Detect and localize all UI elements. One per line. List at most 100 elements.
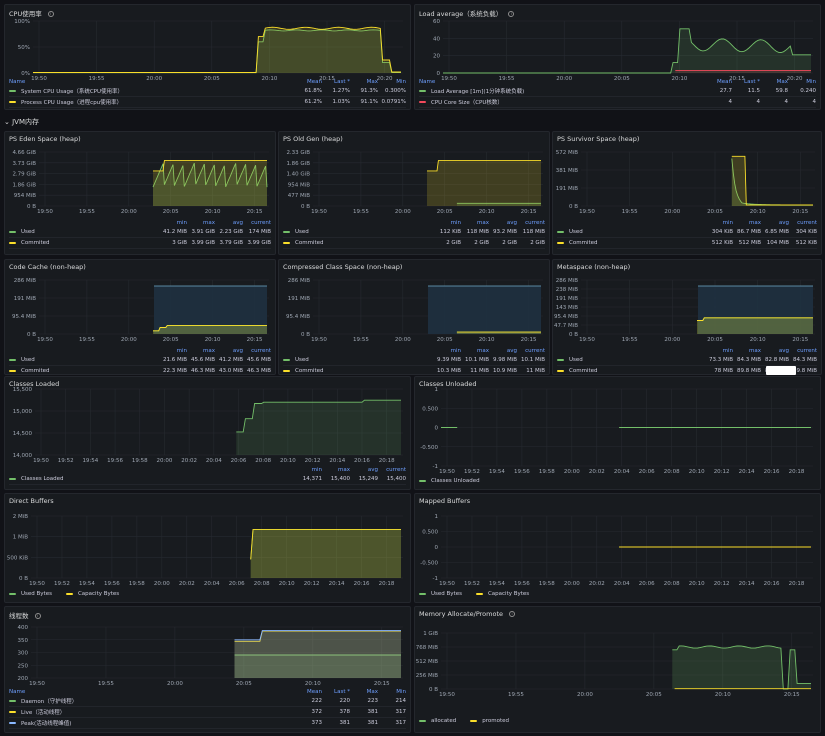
info-icon[interactable]: i (509, 611, 515, 617)
legend-row[interactable]: Used 73.3 MiB 84.3 MiB 82.8 MiB 84.3 MiB (557, 355, 817, 366)
series-line[interactable] (153, 160, 267, 172)
legend-column-header[interactable]: Last * (334, 78, 350, 85)
panel-title[interactable]: PS Old Gen (heap) (283, 135, 343, 143)
legend-item[interactable]: Capacity Bytes (65, 591, 119, 597)
panel-classloaded[interactable]: Classes Loaded 15,500 15,000 14,500 14,000 19… (4, 376, 411, 490)
legend-column-header[interactable]: avg (506, 219, 517, 226)
panel-title[interactable]: Code Cache (non-heap) (9, 263, 86, 271)
legend-row[interactable]: Classes Loaded 14,371 15,400 15,249 15,400 (9, 474, 406, 485)
legend-column-header[interactable]: Last * (744, 78, 760, 85)
panel-title[interactable]: Direct Buffers (9, 497, 54, 505)
legend-row[interactable]: Commited 22.3 MiB 46.3 MiB 43.0 MiB 46.3 MiB (9, 366, 271, 374)
legend-column-header[interactable]: min (311, 466, 322, 473)
legend-column-header[interactable]: avg (778, 347, 789, 354)
legend-row[interactable]: Live（活动线程） 372 378 381 317 (9, 707, 406, 718)
panel-title[interactable]: Classes Loaded (9, 380, 59, 388)
chart-mapped[interactable]: 1 0.500 0 -0.500 -119:50 19:52 19:54 19:56 19:58… (415, 494, 821, 603)
chart-classspace[interactable]: 286 MiB 191 MiB 95.4 MiB 0 B19:50 19:55 20:00… (279, 260, 550, 375)
panel-title[interactable]: Load average（系统负载） i (419, 8, 515, 18)
legend-column-header[interactable]: Min (396, 78, 406, 85)
legend-row[interactable]: Used 41.2 MiB 3.91 GiB 2.23 GiB 174 MiB (9, 227, 271, 238)
legend-item[interactable]: Classes Unloaded (419, 478, 480, 484)
legend-column-header[interactable]: Min (396, 688, 406, 695)
legend-column-header[interactable]: min (176, 347, 187, 354)
legend-column-header[interactable]: max (749, 219, 761, 226)
legend-item[interactable]: allocated (419, 718, 456, 724)
panel-title[interactable]: PS Eden Space (heap) (9, 135, 81, 143)
legend-column-header[interactable]: min (722, 347, 733, 354)
legend-column-header[interactable]: Mean (717, 78, 732, 85)
legend-column-header[interactable]: avg (506, 347, 517, 354)
chart-cpu[interactable]: 100% 50% 0%19:50 19:55 20:00 20:05 20:10 20:15 2… (5, 5, 411, 110)
chart-codecache[interactable]: 286 MiB 191 MiB 95.4 MiB 0 B19:50 19:55 20:00… (5, 260, 276, 375)
legend-row[interactable]: Process CPU Usage（进程cpu使用率） 61.2% 1.03% 91.… (9, 97, 406, 108)
series-line[interactable] (731, 155, 813, 206)
legend-column-header[interactable]: min (450, 219, 461, 226)
legend-column-header[interactable]: Mean (307, 688, 322, 695)
chart-alloc[interactable]: 1 GiB 768 MiB 512 MiB 256 MiB 0 B19:50 19:55 2… (415, 607, 821, 733)
legend-column-header[interactable]: current (251, 219, 271, 226)
legend-column-header[interactable]: max (338, 466, 350, 473)
legend-row[interactable]: Used 304 KiB 86.7 MiB 6.85 MiB 304 KiB (557, 227, 817, 238)
legend-column-header[interactable]: min (176, 219, 187, 226)
panel-mapped[interactable]: Mapped Buffers 1 0.500 0 -0.500 -1 19:50 19:52 1… (414, 493, 821, 603)
legend-row[interactable]: Load Average [1m](1分钟系统负载) 27.7 11.5 59.8 0.… (419, 86, 816, 97)
chart-metaspace[interactable]: 286 MiB 238 MiB 191 MiB 143 MiB 95.4 MiB 47.7… (553, 260, 822, 375)
legend-column-header[interactable]: current (251, 347, 271, 354)
chart-eden[interactable]: 4.66 GiB 3.73 GiB 2.79 GiB 1.86 GiB 954 MiB 0… (5, 132, 276, 255)
chart-classunloaded[interactable]: 1 0.500 0 -0.500 -119:50 19:52 19:54 19:56 19:58… (415, 377, 821, 490)
info-icon[interactable]: i (508, 11, 515, 17)
legend-row[interactable]: CPU Core Size（CPU核数） 4 4 4 4 (419, 97, 816, 108)
legend-row[interactable]: Used 112 KiB 118 MiB 93.2 MiB 118 MiB (283, 227, 545, 238)
legend-column-header[interactable]: max (203, 347, 215, 354)
panel-metaspace[interactable]: Metaspace (non-heap) 286 MiB 238 MiB 191 Mi… (552, 259, 822, 375)
chart-load[interactable]: 60 40 20 019:50 19:55 20:00 20:05 20:10 20:15 20:… (415, 5, 821, 110)
legend-column-header[interactable]: current (525, 219, 545, 226)
series-line[interactable] (33, 26, 401, 73)
panel-cpu[interactable]: CPU使用率 i 100% 50% 0% 19:50 19:55 20:00 20:05 20:1… (4, 4, 411, 110)
legend-column-header[interactable]: Max (366, 78, 378, 85)
legend-column-header[interactable]: min (450, 347, 461, 354)
legend-column-header[interactable]: current (797, 219, 817, 226)
panel-title[interactable]: Metaspace (non-heap) (557, 263, 630, 271)
legend-column-header[interactable]: avg (232, 347, 243, 354)
panel-title[interactable]: PS Survivor Space (heap) (557, 135, 639, 143)
legend-column-header[interactable]: Min (806, 78, 816, 85)
legend-column-header[interactable]: min (722, 219, 733, 226)
panel-survivor[interactable]: PS Survivor Space (heap) 572 MiB 381 MiB 19… (552, 131, 822, 255)
series-line[interactable] (697, 317, 813, 321)
legend-column-header[interactable]: Max (776, 78, 788, 85)
legend-column-header[interactable]: max (477, 219, 489, 226)
legend-column-header[interactable]: current (797, 347, 817, 354)
legend-row[interactable]: System CPU Usage（系统CPU使用率） 61.8% 1.27% 91.3… (9, 86, 406, 97)
legend-row[interactable]: Commited 512 KiB 512 MiB 104 MiB 512 KiB (557, 238, 817, 249)
legend-column-header[interactable]: Mean (307, 78, 322, 85)
row-header-jvm[interactable]: ⌄ JVM内存 (4, 118, 39, 126)
panel-title[interactable]: Compressed Class Space (non-heap) (283, 263, 402, 271)
legend-row[interactable]: Peak(活动线程峰值) 373 381 381 317 (9, 718, 406, 729)
chart-survivor[interactable]: 572 MiB 381 MiB 191 MiB 0 B19:50 19:55 20:00 2… (553, 132, 822, 255)
legend-column-header[interactable]: avg (232, 219, 243, 226)
series-line[interactable] (236, 399, 401, 433)
legend-column-header[interactable]: max (477, 347, 489, 354)
legend-column-header[interactable]: max (203, 219, 215, 226)
legend-row[interactable]: Used 9.39 MiB 10.1 MiB 9.98 MiB 10.1 MiB (283, 355, 545, 366)
panel-title[interactable]: Memory Allocate/Promote i (419, 610, 515, 618)
panel-load[interactable]: Load average（系统负载） i 60 40 20 0 19:50 19:55 20:0… (414, 4, 821, 110)
series-line[interactable] (152, 162, 268, 188)
panel-direct[interactable]: Direct Buffers 2 MiB 1 MiB 500 KiB 0 B 19:50 1… (4, 493, 411, 603)
legend-column-header[interactable]: Last * (334, 688, 350, 695)
panel-title[interactable]: Classes Unloaded (419, 380, 476, 388)
panel-codecache[interactable]: Code Cache (non-heap) 286 MiB 191 MiB 95.4 … (4, 259, 276, 375)
series-line[interactable] (153, 324, 267, 332)
legend-column-header[interactable]: current (525, 347, 545, 354)
panel-oldgen[interactable]: PS Old Gen (heap) 2.33 GiB 1.86 GiB 1.40 Gi… (278, 131, 550, 255)
legend-column-header[interactable]: current (386, 466, 406, 473)
series-line[interactable] (234, 630, 402, 641)
legend-row[interactable]: Commited 2 GiB 2 GiB 2 GiB 2 GiB (283, 238, 545, 249)
legend-row[interactable]: Used 21.6 MiB 45.6 MiB 41.2 MiB 45.6 MiB (9, 355, 271, 366)
panel-eden[interactable]: PS Eden Space (heap) 4.66 GiB 3.73 GiB 2.79… (4, 131, 276, 255)
panel-title[interactable]: 线程数 i (9, 610, 41, 620)
